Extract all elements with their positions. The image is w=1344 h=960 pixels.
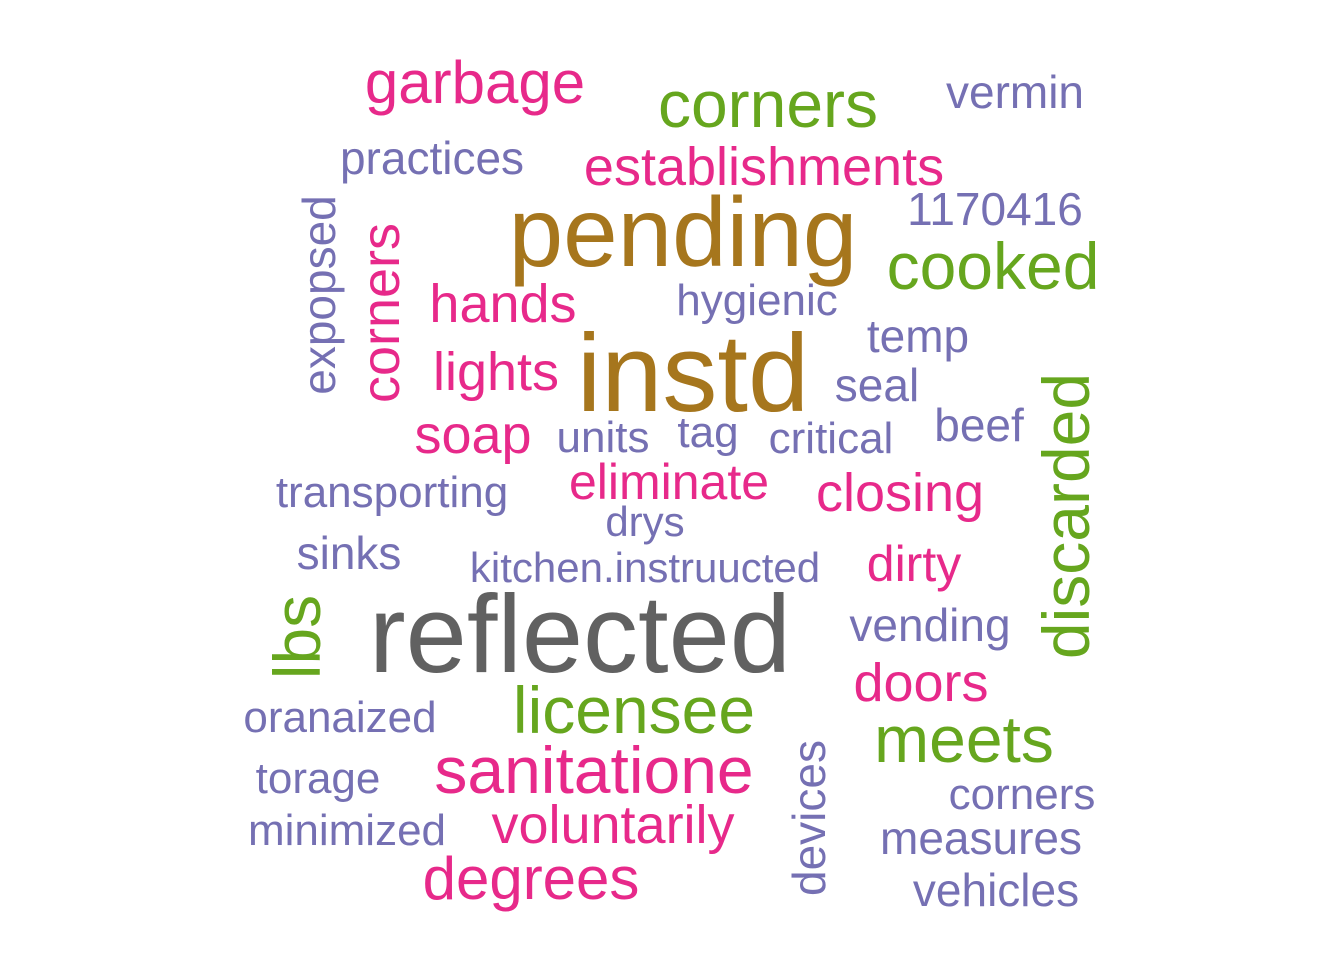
word-establishments: establishments	[583, 137, 945, 197]
word-discarded: discarded	[1029, 372, 1103, 660]
word-devices: devices	[783, 740, 835, 896]
word-hands: hands	[429, 274, 577, 334]
word-1170416: 1170416	[907, 183, 1083, 235]
word-hygienic: hygienic	[676, 276, 838, 325]
word-vending: vending	[849, 599, 1011, 651]
word-voluntarily: voluntarily	[491, 795, 735, 855]
word-instd: instd	[576, 312, 810, 435]
word-kitchen-instruucted: kitchen.instruucted	[469, 544, 821, 591]
word-temp: temp	[866, 310, 970, 362]
word-corners-top: corners	[657, 67, 879, 141]
word-seal: seal	[834, 359, 920, 411]
word-corners-small: corners	[948, 770, 1096, 819]
word-garbage: garbage	[364, 49, 586, 116]
word-oranaized: oranaized	[243, 693, 437, 742]
word-lights: lights	[432, 342, 560, 402]
word-degrees: degrees	[422, 845, 640, 912]
word-critical: critical	[768, 414, 894, 463]
word-beef: beef	[934, 399, 1024, 451]
word-vehicles: vehicles	[912, 864, 1080, 916]
word-meets: meets	[874, 702, 1054, 776]
word-torage: torage	[255, 754, 381, 803]
word-units: units	[556, 413, 650, 462]
word-corners-vertical: corners	[351, 222, 411, 404]
word-eliminate: eliminate	[568, 454, 770, 510]
word-pending: pending	[508, 177, 858, 287]
word-minimized: minimized	[247, 806, 447, 855]
word-measures: measures	[880, 812, 1082, 864]
word-sanitatione: sanitatione	[434, 733, 754, 807]
word-cooked: cooked	[886, 229, 1100, 303]
word-closing: closing	[815, 463, 985, 523]
word-transporting: transporting	[275, 468, 509, 517]
word-sinks: sinks	[296, 527, 402, 579]
word-soap: soap	[414, 405, 532, 465]
word-practices: practices	[339, 132, 525, 184]
word-dirty: dirty	[866, 536, 962, 592]
word-reflected: reflected	[369, 573, 791, 696]
word-drys: drys	[605, 498, 685, 545]
word-doors: doors	[853, 653, 989, 713]
word-exposed: expopsed	[293, 195, 345, 395]
word-vermin: vermin	[945, 66, 1085, 118]
word-licensee: licensee	[512, 673, 756, 747]
word-tag: tag	[677, 408, 739, 457]
word-lbs: lbs	[260, 594, 334, 680]
